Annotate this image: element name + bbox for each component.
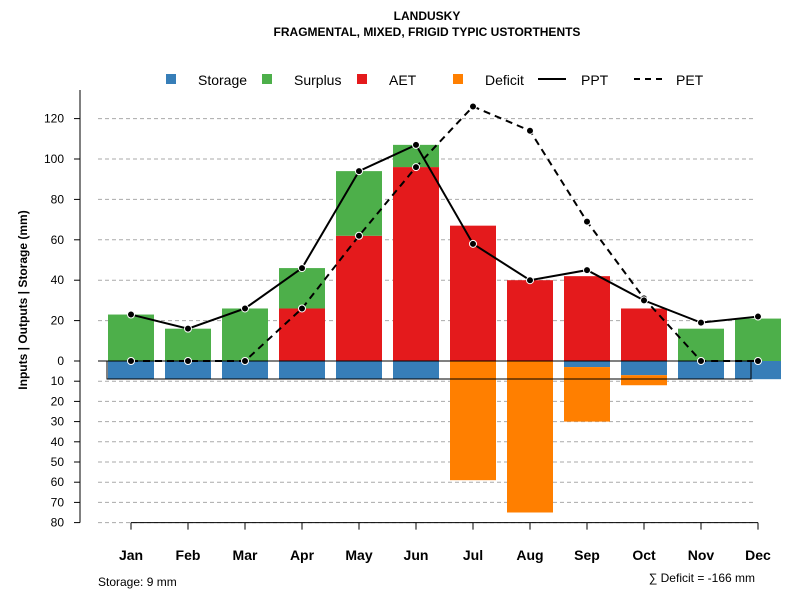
bar-aet-jul xyxy=(450,225,496,361)
x-tick-label-oct: Oct xyxy=(632,547,656,563)
x-tick-label-mar: Mar xyxy=(233,547,258,563)
bar-aet-oct xyxy=(621,308,667,361)
ppt-point-jan xyxy=(127,310,135,319)
y-axis-label: Inputs | Outputs | Storage (mm) xyxy=(16,210,30,389)
legend-label-ppt: PPT xyxy=(581,72,609,88)
bar-storage-nov xyxy=(678,361,724,380)
bar-storage-apr xyxy=(279,361,325,380)
ppt-point-mar xyxy=(241,304,249,313)
bar-storage-feb xyxy=(165,361,211,380)
series-lines xyxy=(127,102,762,365)
x-tick-label-jul: Jul xyxy=(463,547,483,563)
y-tick-label: 60 xyxy=(51,233,65,247)
x-tick-label-aug: Aug xyxy=(516,547,543,563)
bar-storage-sep xyxy=(564,361,610,368)
ppt-point-apr xyxy=(298,264,306,273)
x-tick-label-dec: Dec xyxy=(745,547,771,563)
legend-label-aet: AET xyxy=(389,72,417,88)
pet-point-jan xyxy=(127,357,135,365)
bar-deficit-aug xyxy=(507,361,553,513)
ppt-point-may xyxy=(355,167,363,176)
ppt-point-nov xyxy=(697,318,705,327)
x-tick-label-sep: Sep xyxy=(574,547,600,563)
y-tick-label: 70 xyxy=(51,495,65,509)
bar-storage-jan xyxy=(108,361,154,380)
legend-swatch-aet xyxy=(357,74,367,84)
ppt-point-jul xyxy=(469,239,477,248)
pet-point-apr xyxy=(298,304,306,313)
chart-title: LANDUSKY xyxy=(394,9,461,23)
pet-point-sep xyxy=(583,217,591,226)
legend: Storage Surplus AET Deficit PPT PET xyxy=(166,72,704,88)
x-tick-label-apr: Apr xyxy=(290,547,315,563)
bar-surplus-jan xyxy=(108,314,154,361)
bar-surplus-may xyxy=(336,171,382,236)
bar-storage-dec xyxy=(735,361,781,380)
y-tick-label: 30 xyxy=(51,415,65,429)
pet-point-feb xyxy=(184,357,192,365)
x-tick-label-jun: Jun xyxy=(404,547,429,563)
pet-point-dec xyxy=(754,357,762,365)
x-tick-label-nov: Nov xyxy=(688,547,715,563)
bar-aet-apr xyxy=(279,308,325,361)
pet-point-may xyxy=(355,231,363,240)
x-tick-label-feb: Feb xyxy=(176,547,201,563)
bar-storage-may xyxy=(336,361,382,380)
bar-surplus-feb xyxy=(165,328,211,361)
y-tick-label: 10 xyxy=(51,374,65,388)
pet-point-jun xyxy=(412,163,420,172)
y-tick-label: 80 xyxy=(51,192,65,206)
legend-swatch-deficit xyxy=(453,74,463,84)
ppt-point-jun xyxy=(412,140,420,149)
y-tick-label: 50 xyxy=(51,455,65,469)
x-tick-label-may: May xyxy=(345,547,372,563)
bar-storage-oct xyxy=(621,361,667,376)
ppt-point-sep xyxy=(583,266,591,275)
y-tick-label: 20 xyxy=(51,394,65,408)
bar-surplus-nov xyxy=(678,328,724,361)
bar-deficit-oct xyxy=(621,375,667,386)
pet-point-mar xyxy=(241,357,249,365)
y-tick-label: 0 xyxy=(57,354,64,368)
bar-aet-aug xyxy=(507,280,553,361)
bar-surplus-dec xyxy=(735,318,781,361)
bar-deficit-jul xyxy=(450,361,496,481)
y-tick-label: 20 xyxy=(51,314,65,328)
ppt-point-feb xyxy=(184,324,192,333)
bar-aet-may xyxy=(336,235,382,361)
legend-label-surplus: Surplus xyxy=(294,72,341,88)
legend-label-storage: Storage xyxy=(198,72,247,88)
ppt-line xyxy=(130,143,759,330)
deficit-note: ∑ Deficit = -166 mm xyxy=(649,571,755,585)
chart-subtitle: FRAGMENTAL, MIXED, FRIGID TYPIC USTORTHE… xyxy=(274,25,581,39)
legend-swatch-storage xyxy=(166,74,176,84)
pet-point-jul xyxy=(469,102,477,111)
pet-point-aug xyxy=(526,126,534,135)
legend-swatch-surplus xyxy=(262,74,272,84)
ppt-point-aug xyxy=(526,276,534,285)
pet-line xyxy=(131,105,758,362)
y-tick-label: 60 xyxy=(51,475,65,489)
y-tick-label: 40 xyxy=(51,435,65,449)
bar-surplus-mar xyxy=(222,308,268,361)
y-tick-label: 80 xyxy=(51,516,65,530)
y-tick-label: 40 xyxy=(51,273,65,287)
bar-aet-sep xyxy=(564,276,610,361)
bar-aet-jun xyxy=(393,167,439,361)
ppt-point-oct xyxy=(640,296,648,305)
bar-storage-mar xyxy=(222,361,268,380)
bar-deficit-sep xyxy=(564,367,610,422)
y-tick-label: 120 xyxy=(44,112,64,126)
bar-storage-jun xyxy=(393,361,439,380)
x-tick-label-jan: Jan xyxy=(119,547,143,563)
ppt-point-dec xyxy=(754,312,762,321)
bars xyxy=(98,144,781,513)
storage-note: Storage: 9 mm xyxy=(98,575,177,589)
legend-label-deficit: Deficit xyxy=(485,72,524,88)
axes: 0 20 40 60 80 100 120 10 20 30 40 50 60 70 80 Jan Feb Mar… xyxy=(44,90,771,563)
y-tick-label: 100 xyxy=(44,152,64,166)
pet-point-nov xyxy=(697,357,705,365)
legend-label-pet: PET xyxy=(676,72,704,88)
